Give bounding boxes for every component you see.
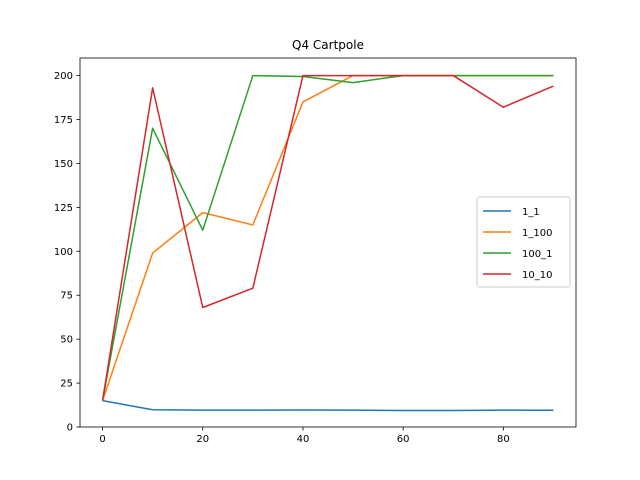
series-line-1_1	[102, 399, 554, 412]
y-tick-label: 0	[67, 423, 73, 434]
legend-label-1_1: 1_1	[522, 207, 540, 218]
y-tick-label: 150	[54, 159, 73, 170]
x-tick-label: 0	[99, 434, 105, 445]
legend-label-1_100: 1_100	[522, 228, 552, 239]
series-line-100_1	[101, 74, 554, 401]
axes-frame	[79, 57, 577, 428]
x-tick-label: 20	[196, 434, 209, 445]
x-tick-label: 60	[397, 434, 410, 445]
legend-label-10_10: 10_10	[522, 270, 552, 281]
legend-label-100_1: 100_1	[522, 249, 552, 260]
y-tick-label: 75	[60, 291, 73, 302]
legend-box	[476, 196, 571, 288]
y-tick-label: 200	[54, 71, 73, 82]
x-tick-label: 80	[497, 434, 510, 445]
y-tick-label: 100	[54, 247, 73, 258]
chart-title: Q4 Cartpole	[292, 38, 364, 52]
y-tick-label: 50	[60, 335, 73, 346]
y-tick-label: 25	[60, 379, 73, 390]
plot-area: 0 20 40 60 80 0 25 50 75 100 125 150 175 200 1_1 1_100 1…	[54, 57, 577, 445]
y-tick-label: 175	[54, 115, 73, 126]
y-tick-label: 125	[54, 203, 73, 214]
x-tick-label: 40	[297, 434, 310, 445]
series-line-10_10	[101, 74, 554, 401]
